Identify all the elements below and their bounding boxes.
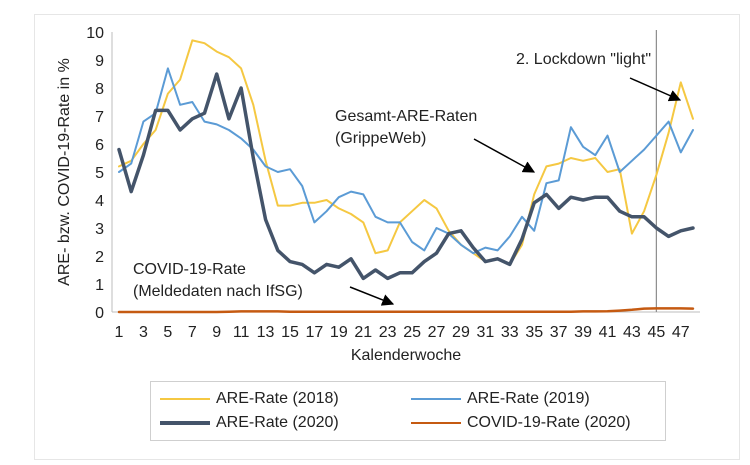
legend-swatch bbox=[160, 421, 210, 425]
y-tick-label: 7 bbox=[95, 109, 104, 126]
x-tick-label: 9 bbox=[212, 324, 221, 341]
y-tick-label: 6 bbox=[95, 137, 104, 154]
y-tick-label: 9 bbox=[95, 53, 104, 70]
annotation-lockdown: 2. Lockdown "light" bbox=[516, 51, 651, 68]
x-tick-label: 37 bbox=[550, 324, 568, 341]
x-tick-label: 17 bbox=[306, 324, 324, 341]
y-axis-label: ARE- bzw. COVID-19-Rate in % bbox=[56, 58, 73, 286]
y-tick-label: 1 bbox=[95, 277, 104, 294]
x-tick-label: 3 bbox=[139, 324, 148, 341]
series-line bbox=[117, 72, 695, 281]
legend-item: COVID-19-Rate (2020) bbox=[411, 414, 631, 432]
x-tick-label: 21 bbox=[354, 324, 372, 341]
series-line bbox=[117, 307, 695, 314]
x-tick-label: 25 bbox=[403, 324, 421, 341]
legend-swatch bbox=[160, 398, 210, 400]
legend-swatch bbox=[411, 422, 461, 424]
y-tick-label: 8 bbox=[95, 81, 104, 98]
x-tick-label: 23 bbox=[379, 324, 397, 341]
annotation-are-title: Gesamt-ARE-Raten bbox=[335, 108, 477, 125]
x-axis-label: Kalenderwoche bbox=[351, 347, 461, 364]
y-tick-label: 0 bbox=[95, 305, 104, 322]
legend-swatch bbox=[411, 398, 461, 400]
x-tick-label: 45 bbox=[647, 324, 665, 341]
y-tick-label: 10 bbox=[86, 25, 104, 42]
x-tick-label: 1 bbox=[115, 324, 124, 341]
x-tick-label: 19 bbox=[330, 324, 348, 341]
legend-label: ARE-Rate (2020) bbox=[216, 414, 339, 431]
x-tick-label: 35 bbox=[525, 324, 543, 341]
annotation-arrow bbox=[629, 77, 682, 102]
x-tick-label: 5 bbox=[163, 324, 172, 341]
legend-label: ARE-Rate (2018) bbox=[216, 390, 339, 407]
series-line bbox=[118, 39, 694, 266]
x-tick-label: 47 bbox=[672, 324, 690, 341]
x-tick-label: 41 bbox=[599, 324, 617, 341]
annotation-covid-title: COVID-19-Rate bbox=[133, 261, 246, 278]
x-tick-label: 11 bbox=[233, 324, 250, 341]
x-tick-label: 15 bbox=[281, 324, 299, 341]
x-tick-label: 13 bbox=[257, 324, 275, 341]
x-tick-label: 7 bbox=[188, 324, 197, 341]
legend-label: COVID-19-Rate (2020) bbox=[467, 414, 631, 431]
x-tick-label: 29 bbox=[452, 324, 470, 341]
annotation-arrow bbox=[349, 286, 395, 306]
y-tick-label: 3 bbox=[95, 221, 104, 238]
x-tick-label: 31 bbox=[476, 324, 494, 341]
x-tick-label: 33 bbox=[501, 324, 519, 341]
legend-item: ARE-Rate (2020) bbox=[160, 414, 339, 432]
x-tick-label: 39 bbox=[574, 324, 592, 341]
annotation-covid-subtitle: (Meldedaten nach IfSG) bbox=[133, 283, 303, 300]
series-line bbox=[118, 67, 694, 255]
annotation-are-subtitle: (GrippeWeb) bbox=[335, 130, 426, 147]
y-tick-label: 4 bbox=[95, 193, 104, 210]
legend: ARE-Rate (2018) ARE-Rate (2019) ARE-Rate (… bbox=[150, 381, 666, 441]
y-tick-label: 5 bbox=[95, 165, 104, 182]
legend-label: ARE-Rate (2019) bbox=[467, 390, 590, 407]
x-tick-label: 43 bbox=[623, 324, 641, 341]
annotation-arrow bbox=[473, 138, 536, 173]
y-tick-label: 2 bbox=[95, 249, 104, 266]
legend-item: ARE-Rate (2018) bbox=[160, 390, 339, 408]
x-tick-label: 27 bbox=[428, 324, 446, 341]
legend-item: ARE-Rate (2019) bbox=[411, 390, 590, 408]
